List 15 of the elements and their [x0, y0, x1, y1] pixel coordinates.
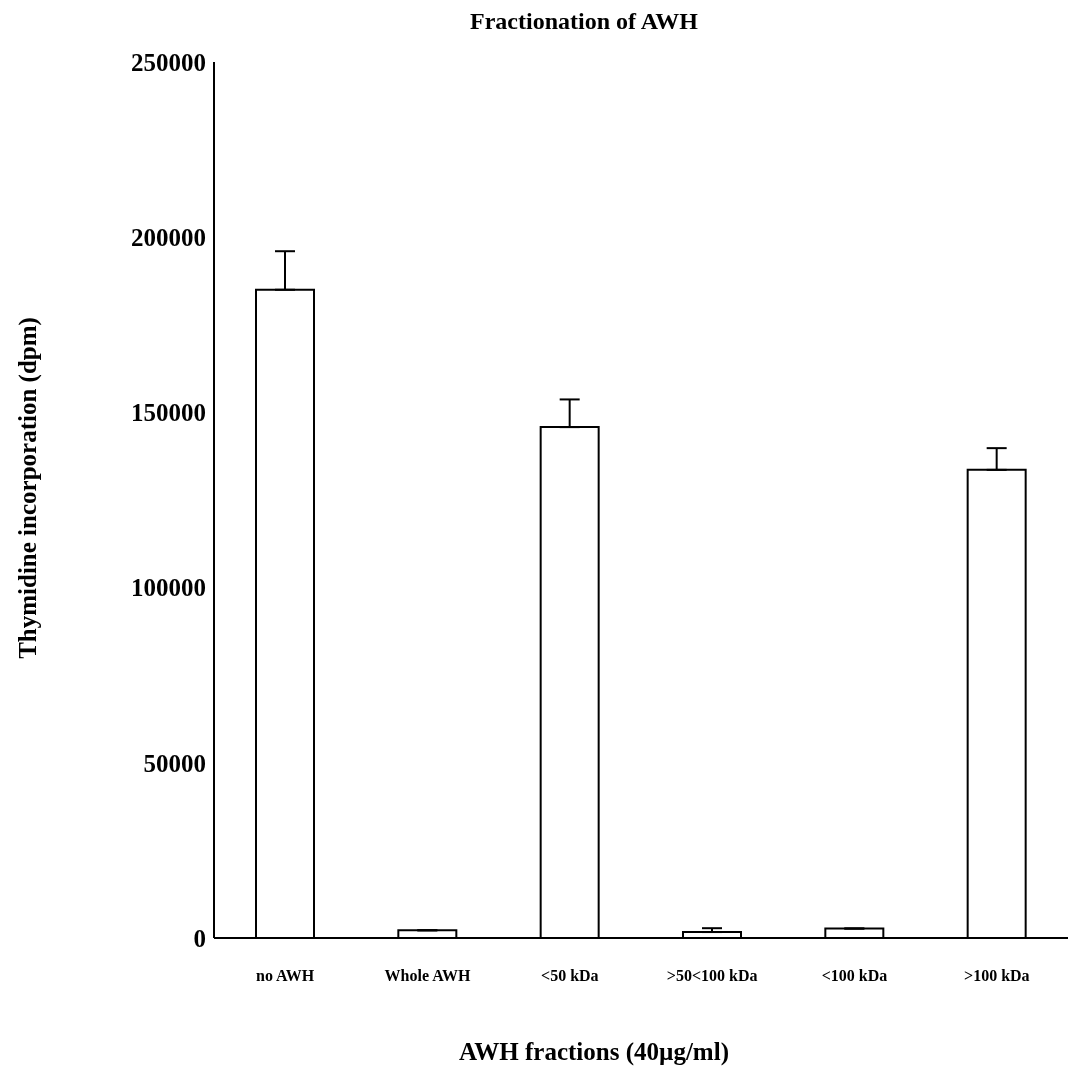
y-axis-title: Thymidine incorporation (dpm) [14, 317, 42, 659]
x-tick-label: >100 kDa [964, 967, 1030, 985]
y-tick-label: 150000 [131, 399, 206, 427]
y-tick-label: 200000 [131, 224, 206, 252]
x-tick-label: <50 kDa [541, 967, 599, 985]
x-tick-label: Whole AWH [384, 967, 471, 985]
x-tick-label: no AWH [256, 967, 315, 985]
y-tick-label: 50000 [143, 749, 206, 777]
y-tick-label: 0 [193, 924, 206, 952]
x-tick-label: <100 kDa [821, 967, 888, 985]
chart-title: Fractionation of AWH [469, 8, 699, 35]
x-tick-label: >50<100 kDa [666, 967, 758, 985]
x-axis-title: AWH fractions (40µg/ml) [458, 1038, 730, 1066]
y-tick-label: 250000 [131, 48, 206, 76]
y-tick-label: 100000 [131, 574, 206, 602]
